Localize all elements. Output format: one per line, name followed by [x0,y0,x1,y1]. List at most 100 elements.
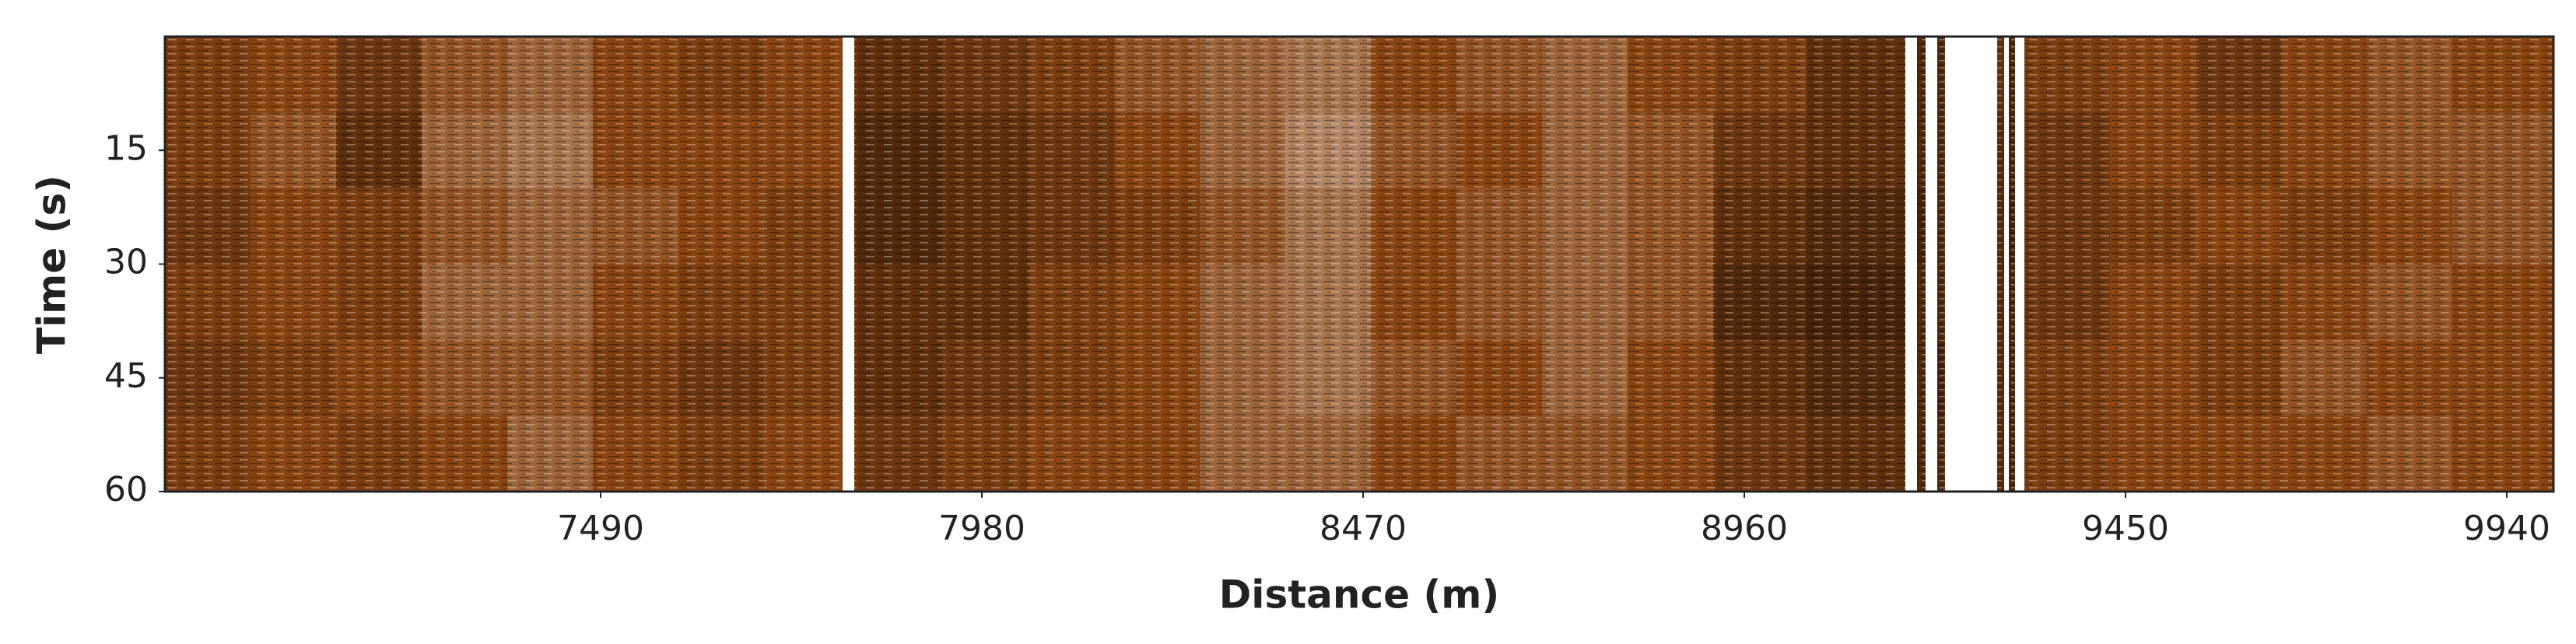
cell-texture [2009,264,2015,340]
cell-texture [1114,188,1200,264]
cell-texture [1456,340,1542,416]
cell-texture [1713,415,1807,492]
cell-texture [1628,37,1713,113]
cell-texture [1542,340,1628,416]
cell-texture [678,415,764,492]
cell-texture [1807,340,1905,416]
cell-texture [507,112,593,188]
cell-texture [2281,112,2367,188]
cell-texture [764,264,843,340]
cell-texture [2110,340,2196,416]
cell-texture [1285,340,1371,416]
cell-texture [422,340,507,416]
cell-texture [1114,37,1200,113]
cell-texture [943,340,1029,416]
cell-texture [678,37,764,113]
cell-texture [422,188,507,264]
cell-texture [2281,37,2367,113]
cell-texture [1937,112,1945,188]
cell-texture [2367,340,2452,416]
cell-texture [2196,415,2281,492]
cell-texture [1997,112,2004,188]
cell-texture [943,264,1029,340]
cell-texture [1917,415,1926,492]
cell-texture [1285,415,1371,492]
cell-texture [251,112,336,188]
cell-texture [1917,112,1926,188]
cell-texture [1285,264,1371,340]
cell-texture [764,37,843,113]
cell-texture [1114,112,1200,188]
cell-texture [854,37,943,113]
cell-texture [943,188,1029,264]
cell-texture [2452,188,2553,264]
cell-texture [1807,188,1905,264]
cell-texture [1200,340,1285,416]
cell-texture [1029,415,1114,492]
cell-texture [165,112,251,188]
x-tick-label: 9940 [2463,509,2550,548]
x-tick-label: 7980 [938,509,1025,548]
cell-texture [2110,415,2196,492]
cell-texture [1371,415,1456,492]
x-tick-label: 7490 [557,509,644,548]
cell-texture [1917,264,1926,340]
cell-texture [165,188,251,264]
cell-texture [251,340,336,416]
cell-texture [1456,415,1542,492]
x-axis-label: Distance (m) [1219,572,1499,618]
cell-texture [854,340,943,416]
cell-texture [1200,37,1285,113]
cell-texture [2024,264,2110,340]
cell-texture [422,112,507,188]
cell-texture [1285,37,1371,113]
cell-texture [1917,340,1926,416]
cell-texture [854,112,943,188]
cell-texture [943,37,1029,113]
cell-texture [2452,340,2553,416]
cell-texture [1456,112,1542,188]
cell-texture [2367,37,2452,113]
cell-texture [336,415,422,492]
cell-texture [2024,188,2110,264]
cell-texture [593,188,678,264]
cell-texture [507,37,593,113]
cell-texture [251,264,336,340]
cell-texture [2024,112,2110,188]
cell-texture [2367,415,2452,492]
cell-texture [1937,264,1945,340]
cell-texture [1114,340,1200,416]
cell-texture [336,188,422,264]
cell-texture [1285,188,1371,264]
cell-texture [1456,188,1542,264]
cell-texture [2196,37,2281,113]
cell-texture [2281,188,2367,264]
cell-texture [593,37,678,113]
cell-texture [1917,37,1926,113]
cell-texture [507,415,593,492]
cell-texture [1917,188,1926,264]
cell-texture [336,112,422,188]
cell-texture [1542,188,1628,264]
cell-texture [854,264,943,340]
cell-texture [2452,264,2553,340]
cell-texture [507,188,593,264]
cell-texture [1200,188,1285,264]
cell-texture [165,415,251,492]
x-tick-label: 9450 [2082,509,2169,548]
cell-texture [507,264,593,340]
cell-texture [854,415,943,492]
cell-texture [1997,188,2004,264]
cell-texture [251,37,336,113]
cell-texture [1285,112,1371,188]
cell-texture [1029,37,1114,113]
cell-texture [943,112,1029,188]
cell-texture [165,37,251,113]
cell-texture [336,37,422,113]
heatmap [165,37,2553,492]
cell-texture [1713,188,1807,264]
cell-texture [1456,264,1542,340]
cell-texture [2281,340,2367,416]
cell-texture [1542,264,1628,340]
